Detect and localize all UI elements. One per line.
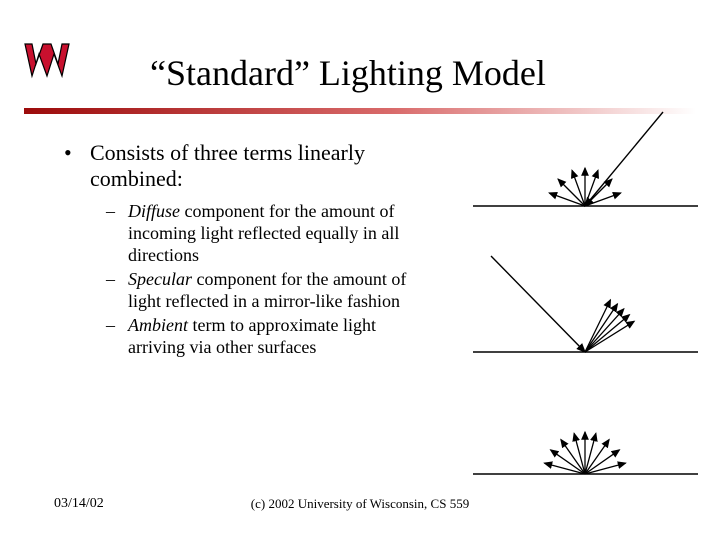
footer-copyright: (c) 2002 University of Wisconsin, CS 559 <box>0 496 720 512</box>
slide-title: “Standard” Lighting Model <box>150 52 546 94</box>
diagram-diffuse <box>473 108 698 212</box>
main-bullet: • Consists of three terms linearly combi… <box>64 140 434 192</box>
term-specular: Specular <box>128 269 192 289</box>
diagram-ambient <box>473 390 698 480</box>
sub-bullet: – Specular component for the amount of l… <box>106 268 434 312</box>
sub-bullet-list: – Diffuse component for the amount of in… <box>106 200 434 358</box>
diagram-specular <box>473 248 698 358</box>
sub-bullet: – Ambient term to approximate light arri… <box>106 314 434 358</box>
main-bullet-text: Consists of three terms linearly combine… <box>90 140 434 192</box>
dash-icon: – <box>106 314 128 358</box>
bullet-dot: • <box>64 140 90 192</box>
sub-bullet: – Diffuse component for the amount of in… <box>106 200 434 266</box>
content-block: • Consists of three terms linearly combi… <box>64 140 434 360</box>
term-diffuse: Diffuse <box>128 201 180 221</box>
dash-icon: – <box>106 268 128 312</box>
term-ambient: Ambient <box>128 315 188 335</box>
logo-w <box>22 38 72 82</box>
dash-icon: – <box>106 200 128 266</box>
